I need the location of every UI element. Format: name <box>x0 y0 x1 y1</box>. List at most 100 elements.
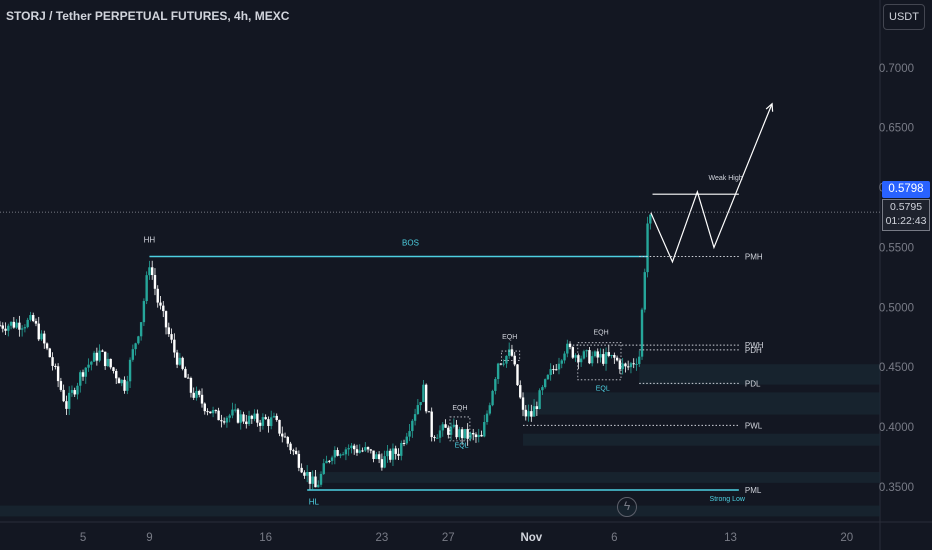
candle-body <box>383 456 386 468</box>
x-tick-label: 6 <box>611 532 617 544</box>
candle-body <box>51 357 54 366</box>
candle-body <box>499 363 503 365</box>
candle-body <box>519 385 522 398</box>
candle-body <box>411 420 414 432</box>
candle-body <box>281 433 284 437</box>
candle-body <box>56 366 60 382</box>
candle-body <box>535 406 539 409</box>
candle-body <box>640 309 644 357</box>
flash-icon[interactable]: ϟ <box>617 497 637 517</box>
candle-body <box>62 389 65 402</box>
candle-body <box>330 457 334 461</box>
candle-body <box>217 410 220 421</box>
candle-body <box>234 409 237 411</box>
x-tick-label: 20 <box>840 532 853 544</box>
annotation-hh: HH <box>144 236 156 245</box>
candle-body <box>355 449 359 453</box>
candle-body <box>408 431 411 437</box>
candle-body <box>488 405 492 414</box>
candle-body <box>466 429 469 439</box>
candle-body <box>286 437 289 444</box>
annotation-eql: EQL <box>596 386 610 393</box>
candle-body <box>413 414 417 421</box>
level-label-pwl: PWL <box>745 421 763 430</box>
candle-body <box>621 363 624 370</box>
candle-body <box>23 327 27 329</box>
candle-body <box>333 450 337 458</box>
annotation-weak-high: Weak High <box>709 175 743 182</box>
candle-body <box>452 424 456 427</box>
candle-body <box>247 415 251 425</box>
candle-body <box>29 315 32 320</box>
candle-body <box>106 358 110 367</box>
candle-body <box>131 349 135 360</box>
candle-body <box>377 454 381 460</box>
candle-body <box>300 467 303 473</box>
candle-body <box>441 424 444 431</box>
chart-title: STORJ / Tether PERPETUAL FUTURES, 4h, ME… <box>6 9 290 23</box>
candle-body <box>305 471 309 476</box>
candle-body <box>90 361 93 365</box>
candle-body <box>557 363 561 370</box>
candle-body <box>206 411 209 413</box>
x-tick-label: 13 <box>724 532 737 544</box>
candle-body <box>416 405 420 415</box>
candle-body <box>397 453 400 456</box>
candle-body <box>311 476 314 484</box>
candle-body <box>128 359 132 382</box>
candle-body <box>170 334 173 340</box>
candle-body <box>602 354 605 364</box>
candle-body <box>159 302 162 306</box>
candle-body <box>148 267 151 276</box>
candle-body <box>228 415 231 418</box>
candle-body <box>283 436 287 438</box>
candle-body <box>261 417 265 426</box>
candle-body <box>604 352 608 364</box>
candle-body <box>339 454 342 456</box>
x-tick-label: Nov <box>520 532 542 544</box>
candle-body <box>173 339 176 353</box>
candle-body <box>427 411 431 413</box>
annotation-eqh: EQH <box>502 334 517 341</box>
candle-body <box>582 351 586 359</box>
candle-body <box>632 363 635 365</box>
candle-body <box>308 471 312 484</box>
candle-body <box>513 355 516 365</box>
eq-box-2 <box>577 342 622 381</box>
candle-body <box>15 322 18 328</box>
candle-body <box>552 369 555 371</box>
candle-body <box>225 417 229 423</box>
candle-body <box>568 343 572 348</box>
candle-body <box>353 445 356 450</box>
last-price-badge: 0.5798 <box>882 181 930 198</box>
candle-body <box>527 411 530 417</box>
candle-body <box>117 378 121 384</box>
candle-body <box>275 415 278 420</box>
candle-body <box>516 364 519 386</box>
candle-body <box>126 381 129 391</box>
zone-4 <box>523 433 880 446</box>
candle-body <box>494 379 497 391</box>
x-tick-label: 9 <box>146 532 152 544</box>
candle-body <box>447 427 450 435</box>
candle-body <box>593 351 597 357</box>
candle-body <box>186 377 190 379</box>
candle-body <box>646 223 649 273</box>
candle-body <box>402 443 406 445</box>
candle-body <box>607 352 611 356</box>
candle-body <box>444 424 447 428</box>
projection-path <box>650 103 773 264</box>
countdown-timer: 01:22:43 <box>885 215 927 227</box>
candle-body <box>319 473 323 485</box>
cursor-price: 0.5795 <box>889 201 923 213</box>
candle-body <box>455 424 458 438</box>
currency-button[interactable]: USDT <box>883 4 925 30</box>
candle-body <box>289 443 292 451</box>
candle-body <box>474 434 478 438</box>
candle-body <box>236 409 240 423</box>
candle-body <box>530 411 533 417</box>
candle-body <box>524 409 527 417</box>
candle-body <box>328 460 331 462</box>
level-label-pdl: PDL <box>745 379 761 388</box>
